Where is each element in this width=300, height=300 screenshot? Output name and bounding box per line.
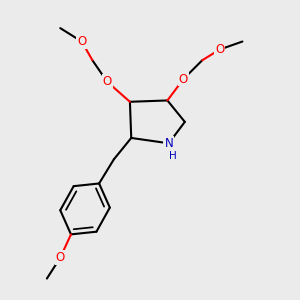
- Text: O: O: [215, 43, 224, 56]
- Text: O: O: [103, 75, 112, 88]
- Text: H: H: [169, 151, 177, 161]
- Text: O: O: [77, 35, 86, 48]
- Text: O: O: [179, 73, 188, 85]
- Text: N: N: [164, 137, 173, 150]
- Text: O: O: [56, 251, 65, 264]
